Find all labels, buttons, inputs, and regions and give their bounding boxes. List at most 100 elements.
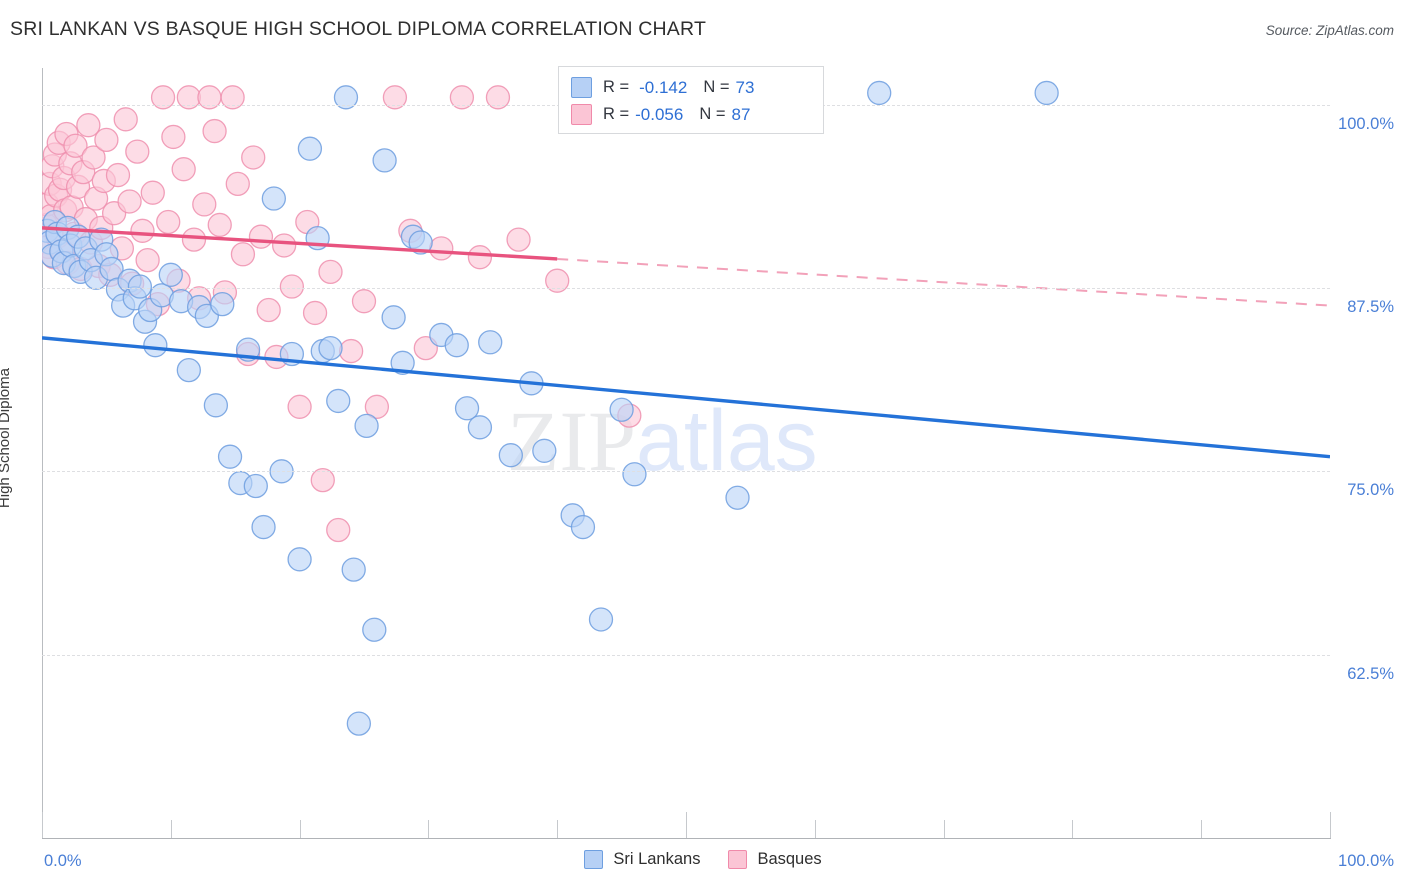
scatter-point bbox=[248, 224, 274, 249]
x-tick-mark bbox=[1330, 812, 1331, 838]
scatter-point bbox=[217, 444, 243, 469]
scatter-point bbox=[485, 85, 511, 110]
scatter-series-sri-lankans bbox=[42, 80, 1059, 736]
scatter-point bbox=[181, 227, 207, 252]
scatter-point bbox=[444, 333, 469, 358]
n-key-blue: N = bbox=[703, 78, 730, 96]
source-label: Source: ZipAtlas.com bbox=[1265, 23, 1394, 38]
scatter-point bbox=[127, 274, 153, 299]
y-axis-title: High School Diploma bbox=[0, 368, 13, 509]
plot-area: ZIPatlas bbox=[42, 68, 1331, 838]
scatter-point bbox=[156, 209, 181, 235]
gridline-y bbox=[42, 654, 1330, 656]
x-tick-mark bbox=[814, 820, 816, 838]
y-tick-label: 87.5% bbox=[1347, 298, 1394, 316]
series-swatch-blue-icon bbox=[584, 850, 604, 869]
scatter-point bbox=[532, 438, 557, 463]
stats-row-sri-lankans: R = -0.142 N = 73 bbox=[571, 74, 813, 101]
scatter-point bbox=[478, 330, 503, 355]
y-axis-line bbox=[42, 68, 43, 839]
legend-swatch-pink-icon bbox=[571, 104, 592, 125]
scatter-point bbox=[287, 547, 312, 572]
r-value-pink: -0.056 bbox=[635, 104, 684, 124]
y-tick-label: 100.0% bbox=[1338, 114, 1394, 133]
scatter-point bbox=[81, 145, 106, 170]
x-tick-mark bbox=[1072, 820, 1074, 838]
series-swatch-pink-icon bbox=[728, 850, 748, 869]
scatter-point bbox=[364, 394, 390, 419]
scatter-svg bbox=[42, 80, 1330, 736]
scatter-point bbox=[346, 711, 372, 736]
n-value-pink: 87 bbox=[731, 104, 751, 124]
scatter-point bbox=[135, 247, 160, 273]
scatter-point bbox=[130, 218, 155, 243]
scatter-point bbox=[506, 227, 531, 252]
scatter-point bbox=[207, 212, 232, 238]
x-tick-mark bbox=[42, 812, 43, 838]
trendline-solid bbox=[42, 226, 558, 261]
series-label-sri-lankans: Sri Lankans bbox=[613, 850, 701, 868]
gridline-y bbox=[42, 471, 1330, 473]
scatter-point bbox=[150, 85, 176, 110]
scatter-point bbox=[354, 413, 379, 439]
scatter-point bbox=[498, 443, 523, 468]
scatter-point bbox=[570, 514, 596, 540]
r-key-blue: R = bbox=[603, 78, 630, 96]
scatter-point bbox=[318, 259, 343, 285]
x-tick-mark bbox=[557, 820, 559, 838]
trendline-solid bbox=[42, 336, 1330, 459]
n-key-pink: N = bbox=[699, 105, 726, 123]
x-axis-max-label: 100.0% bbox=[1338, 852, 1394, 870]
x-tick-mark bbox=[686, 812, 687, 838]
scatter-point bbox=[230, 242, 256, 267]
x-tick-mark bbox=[1201, 820, 1203, 838]
series-legend: Sri Lankans Basques bbox=[0, 850, 1406, 869]
scatter-point bbox=[318, 335, 343, 361]
series-label-basques: Basques bbox=[757, 850, 822, 868]
gridline-y bbox=[42, 288, 1330, 289]
series-legend-item-basques[interactable]: Basques bbox=[728, 850, 822, 869]
scatter-point bbox=[429, 236, 454, 261]
page-title: SRI LANKAN VS BASQUE HIGH SCHOOL DIPLOMA… bbox=[10, 18, 707, 40]
scatter-point bbox=[63, 133, 88, 158]
scatter-point bbox=[338, 338, 364, 364]
scatter-point bbox=[725, 485, 750, 510]
scatter-point bbox=[241, 145, 266, 170]
x-tick-mark bbox=[170, 820, 172, 838]
x-tick-mark bbox=[943, 820, 945, 838]
scatter-point bbox=[171, 157, 196, 182]
scatter-point bbox=[202, 118, 227, 144]
scatter-point bbox=[326, 517, 351, 543]
scatter-point bbox=[622, 462, 647, 487]
n-value-blue: 73 bbox=[735, 77, 755, 97]
scatter-point bbox=[158, 262, 183, 287]
scatter-point bbox=[105, 162, 131, 188]
r-value-blue: -0.142 bbox=[639, 77, 688, 97]
trendline-dashed bbox=[557, 257, 1330, 307]
y-tick-label: 75.0% bbox=[1347, 481, 1394, 500]
scatter-point bbox=[220, 85, 245, 110]
scatter-point bbox=[408, 230, 433, 255]
series-legend-item-sri-lankans[interactable]: Sri Lankans bbox=[584, 850, 700, 869]
scatter-point bbox=[271, 233, 297, 258]
scatter-point bbox=[449, 85, 475, 110]
scatter-point bbox=[176, 357, 201, 383]
stats-row-basques: R = -0.056 N = 87 bbox=[571, 101, 813, 128]
scatter-point bbox=[351, 289, 377, 314]
scatter-point bbox=[467, 415, 493, 440]
scatter-point bbox=[341, 557, 366, 582]
scatter-point bbox=[94, 127, 119, 153]
scatter-point bbox=[382, 85, 408, 110]
scatter-point bbox=[1034, 80, 1059, 106]
x-tick-mark bbox=[428, 820, 430, 838]
scatter-point bbox=[161, 124, 186, 150]
scatter-point bbox=[545, 268, 570, 293]
scatter-point bbox=[333, 85, 359, 110]
scatter-point bbox=[203, 393, 229, 418]
scatter-point bbox=[390, 350, 415, 375]
scatter-point bbox=[609, 397, 634, 422]
x-axis-min-label: 0.0% bbox=[44, 852, 82, 870]
correlation-stats-legend: R = -0.142 N = 73 R = -0.056 N = 87 bbox=[558, 66, 824, 134]
scatter-point bbox=[256, 297, 281, 323]
